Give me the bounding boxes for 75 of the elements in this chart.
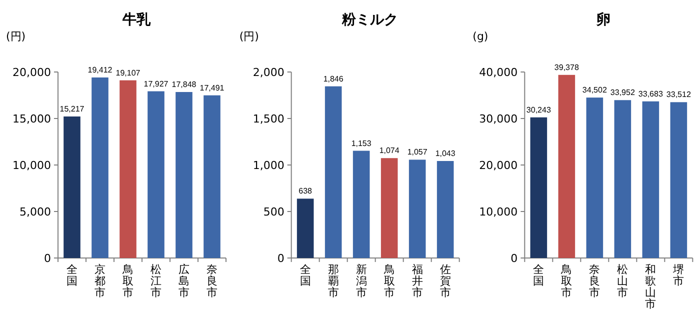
chart-title: 牛乳 (122, 12, 152, 28)
x-tick-label: 新潟市 (356, 263, 367, 299)
y-axis-title: (円) (239, 30, 259, 43)
data-label: 33,512 (666, 90, 692, 100)
y-tick-label: 5,000 (20, 206, 51, 218)
data-label: 1,043 (435, 149, 456, 158)
data-label: 19,412 (88, 65, 113, 74)
y-tick-label: 500 (263, 206, 284, 218)
y-tick-label: 1,000 (252, 159, 284, 172)
bar (642, 101, 660, 258)
x-tick-label: 奈良市 (206, 263, 218, 299)
bar (148, 91, 164, 258)
x-tick-label: 佐賀市 (440, 263, 451, 299)
bar (92, 77, 108, 258)
bar (614, 100, 632, 258)
y-axis-title: (円) (6, 30, 26, 43)
bar (120, 80, 136, 258)
bar (586, 98, 604, 258)
bar (176, 92, 192, 258)
data-label: 1,846 (323, 74, 344, 84)
y-tick-label: 20,000 (12, 66, 51, 79)
y-tick-label: 0 (277, 252, 284, 265)
x-tick-label: 鳥取市 (560, 263, 572, 299)
bar (436, 161, 454, 258)
x-tick-label: 広島市 (178, 263, 190, 299)
data-label: 33,952 (610, 88, 636, 98)
bar (670, 102, 688, 258)
data-label: 33,683 (638, 89, 664, 98)
y-tick-label: 30,000 (479, 112, 518, 126)
x-tick-label: 全国 (533, 263, 544, 288)
x-tick-label: 全国 (300, 263, 311, 288)
data-label: 17,927 (144, 79, 169, 88)
x-tick-label: 松山市 (617, 263, 628, 299)
bar (324, 86, 342, 258)
x-tick-label: 奈良市 (589, 263, 600, 299)
y-tick-label: 10,000 (12, 159, 51, 172)
data-label: 30,243 (526, 105, 552, 114)
bar (204, 95, 220, 258)
x-tick-label: 那覇市 (328, 263, 339, 299)
data-label: 17,491 (200, 83, 225, 92)
y-tick-label: 15,000 (12, 112, 51, 126)
x-tick-label: 堺市 (672, 263, 684, 288)
bar (558, 74, 576, 258)
bar (296, 198, 314, 258)
x-tick-label: 京都市 (94, 263, 106, 299)
data-label: 17,848 (172, 80, 197, 90)
data-label: 34,502 (582, 86, 608, 95)
bar (530, 117, 548, 258)
x-tick-label: 和歌山市 (645, 263, 656, 310)
y-tick-label: 10,000 (479, 206, 518, 218)
x-tick-label: 鳥取市 (382, 263, 395, 299)
y-axis-title: (g) (472, 30, 488, 43)
x-tick-label: 福井市 (412, 263, 423, 299)
x-tick-label: 全国 (66, 263, 78, 288)
bar (352, 150, 370, 258)
chart-title: 粉ミルク (341, 12, 398, 28)
x-tick-label: 鳥取市 (122, 263, 134, 299)
y-tick-label: 0 (510, 252, 518, 265)
data-label: 1,057 (407, 148, 428, 157)
data-label: 638 (298, 186, 313, 196)
y-tick-label: 2,000 (252, 66, 284, 79)
data-label: 39,378 (554, 62, 580, 72)
data-label: 15,217 (60, 104, 85, 114)
x-tick-label: 松江市 (150, 263, 162, 299)
bar (380, 158, 398, 258)
bar (408, 160, 426, 258)
chart-title: 卵 (595, 12, 610, 28)
y-tick-label: 1,500 (252, 112, 284, 126)
bar (64, 116, 80, 258)
data-label: 1,074 (379, 146, 400, 156)
data-label: 19,107 (116, 68, 141, 78)
data-label: 1,153 (351, 138, 372, 148)
y-tick-label: 0 (44, 252, 51, 265)
y-tick-label: 20,000 (479, 159, 518, 172)
y-tick-label: 40,000 (479, 66, 518, 79)
